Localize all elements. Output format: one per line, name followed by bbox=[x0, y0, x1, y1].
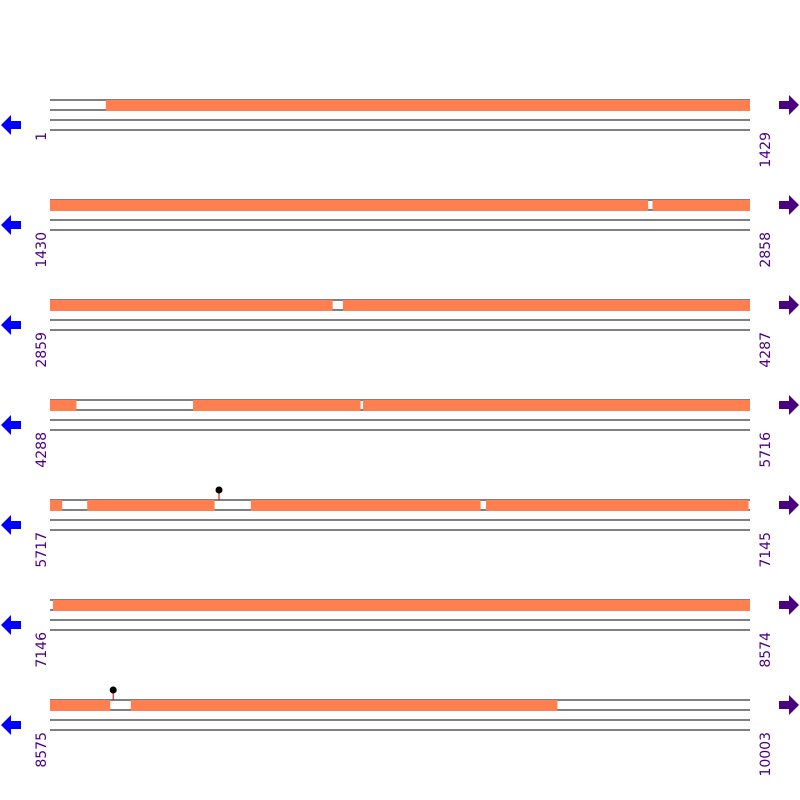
feature-block bbox=[87, 500, 215, 511]
row-start-label: 1430 bbox=[34, 232, 50, 268]
feature-block bbox=[52, 600, 751, 611]
arrow-right-icon[interactable] bbox=[779, 395, 799, 415]
feature-block bbox=[193, 400, 361, 411]
row-end-label: 10003 bbox=[758, 732, 774, 777]
arrow-right-icon[interactable] bbox=[779, 595, 799, 615]
row-start-label: 4288 bbox=[34, 432, 50, 468]
arrow-right-icon[interactable] bbox=[779, 695, 799, 715]
arrow-left-icon[interactable] bbox=[1, 215, 21, 235]
arrow-left-icon[interactable] bbox=[1, 315, 21, 335]
feature-block bbox=[652, 200, 750, 211]
lollipop-marker bbox=[215, 486, 223, 494]
feature-block bbox=[363, 400, 750, 411]
arrow-left-icon[interactable] bbox=[1, 515, 21, 535]
feature-block bbox=[105, 100, 750, 111]
feature-block bbox=[342, 300, 750, 311]
feature-block bbox=[250, 500, 481, 511]
arrow-right-icon[interactable] bbox=[779, 95, 799, 115]
arrow-left-icon[interactable] bbox=[1, 115, 21, 135]
row-end-label: 7145 bbox=[758, 532, 774, 568]
arrow-left-icon[interactable] bbox=[1, 415, 21, 435]
feature-block bbox=[130, 700, 558, 711]
arrow-right-icon[interactable] bbox=[779, 295, 799, 315]
row-start-label: 1 bbox=[34, 132, 50, 141]
lollipop-marker bbox=[109, 686, 117, 694]
arrow-right-icon[interactable] bbox=[779, 195, 799, 215]
row-start-label: 2859 bbox=[34, 332, 50, 368]
row-end-label: 4287 bbox=[758, 332, 774, 368]
feature-block bbox=[50, 500, 63, 511]
row-start-label: 5717 bbox=[34, 532, 50, 568]
feature-block bbox=[50, 700, 111, 711]
row-end-label: 1429 bbox=[758, 132, 774, 168]
row-end-label: 8574 bbox=[758, 632, 774, 668]
row-end-label: 5716 bbox=[758, 432, 774, 468]
feature-block bbox=[50, 200, 649, 211]
arrow-right-icon[interactable] bbox=[779, 495, 799, 515]
feature-block bbox=[485, 500, 749, 511]
arrow-left-icon[interactable] bbox=[1, 715, 21, 735]
row-end-label: 2858 bbox=[758, 232, 774, 268]
feature-block bbox=[50, 400, 77, 411]
arrow-left-icon[interactable] bbox=[1, 615, 21, 635]
row-start-label: 7146 bbox=[34, 632, 50, 668]
row-start-label: 8575 bbox=[34, 732, 50, 768]
feature-block bbox=[50, 300, 333, 311]
